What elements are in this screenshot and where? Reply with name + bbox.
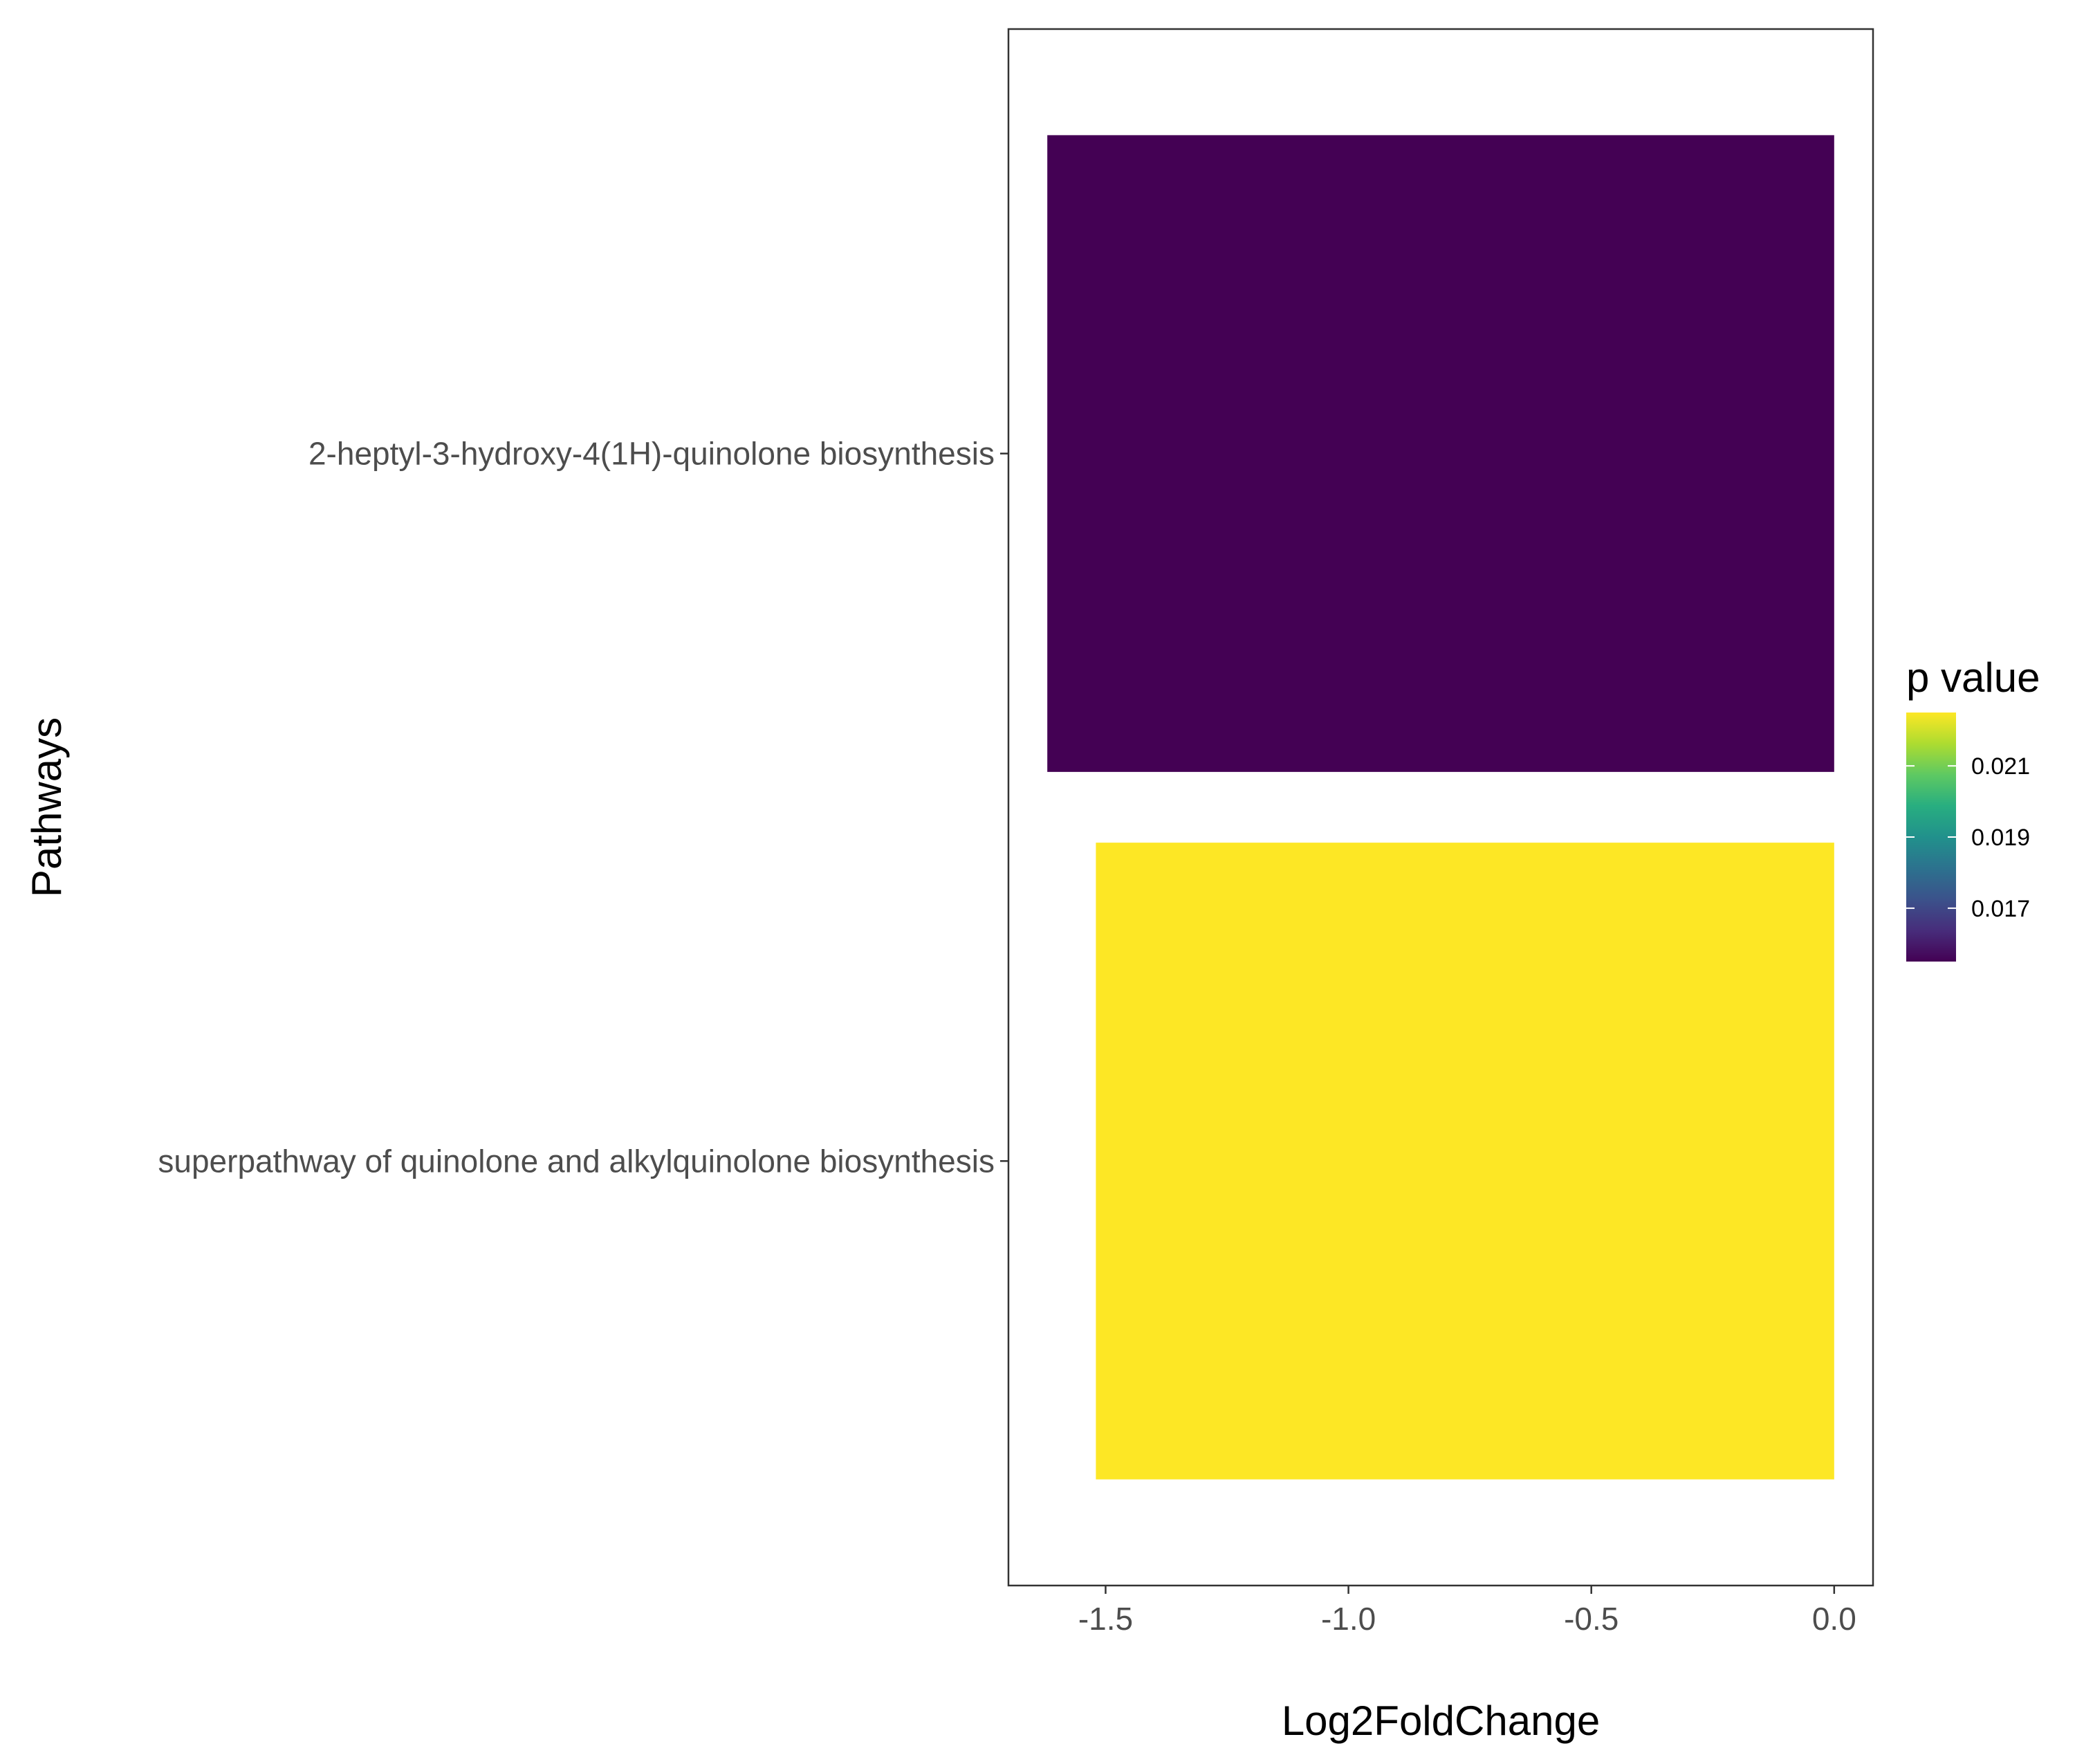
x-tick-label-4: 0.0 <box>1812 1601 1856 1637</box>
x-tick-label-2: -1.0 <box>1321 1601 1376 1637</box>
x-axis: -1.5 -1.0 -0.5 0.0 <box>1078 1586 1856 1637</box>
y-tick-label-2: superpathway of quinolone and alkylquino… <box>158 1143 995 1179</box>
x-tick-label-1: -1.5 <box>1078 1601 1133 1637</box>
bars-group <box>1047 135 1834 1480</box>
legend-tick-label-2: 0.019 <box>1971 825 2030 851</box>
y-axis-title: Pathways <box>24 717 70 897</box>
bar-1 <box>1047 135 1834 772</box>
legend: p value 0.017 0.019 0.021 <box>1906 654 2040 962</box>
y-tick-label-1: 2-heptyl-3-hydroxy-4(1H)-quinolone biosy… <box>308 436 995 472</box>
legend-ticks: 0.017 0.019 0.021 <box>1906 753 2030 922</box>
legend-tick-label-3: 0.021 <box>1971 753 2030 780</box>
y-axis: 2-heptyl-3-hydroxy-4(1H)-quinolone biosy… <box>158 436 1008 1179</box>
legend-title: p value <box>1906 654 2040 701</box>
bar-2 <box>1096 843 1834 1480</box>
x-axis-title: Log2FoldChange <box>1282 1698 1600 1744</box>
legend-tick-label-1: 0.017 <box>1971 896 2030 922</box>
x-tick-label-3: -0.5 <box>1564 1601 1618 1637</box>
